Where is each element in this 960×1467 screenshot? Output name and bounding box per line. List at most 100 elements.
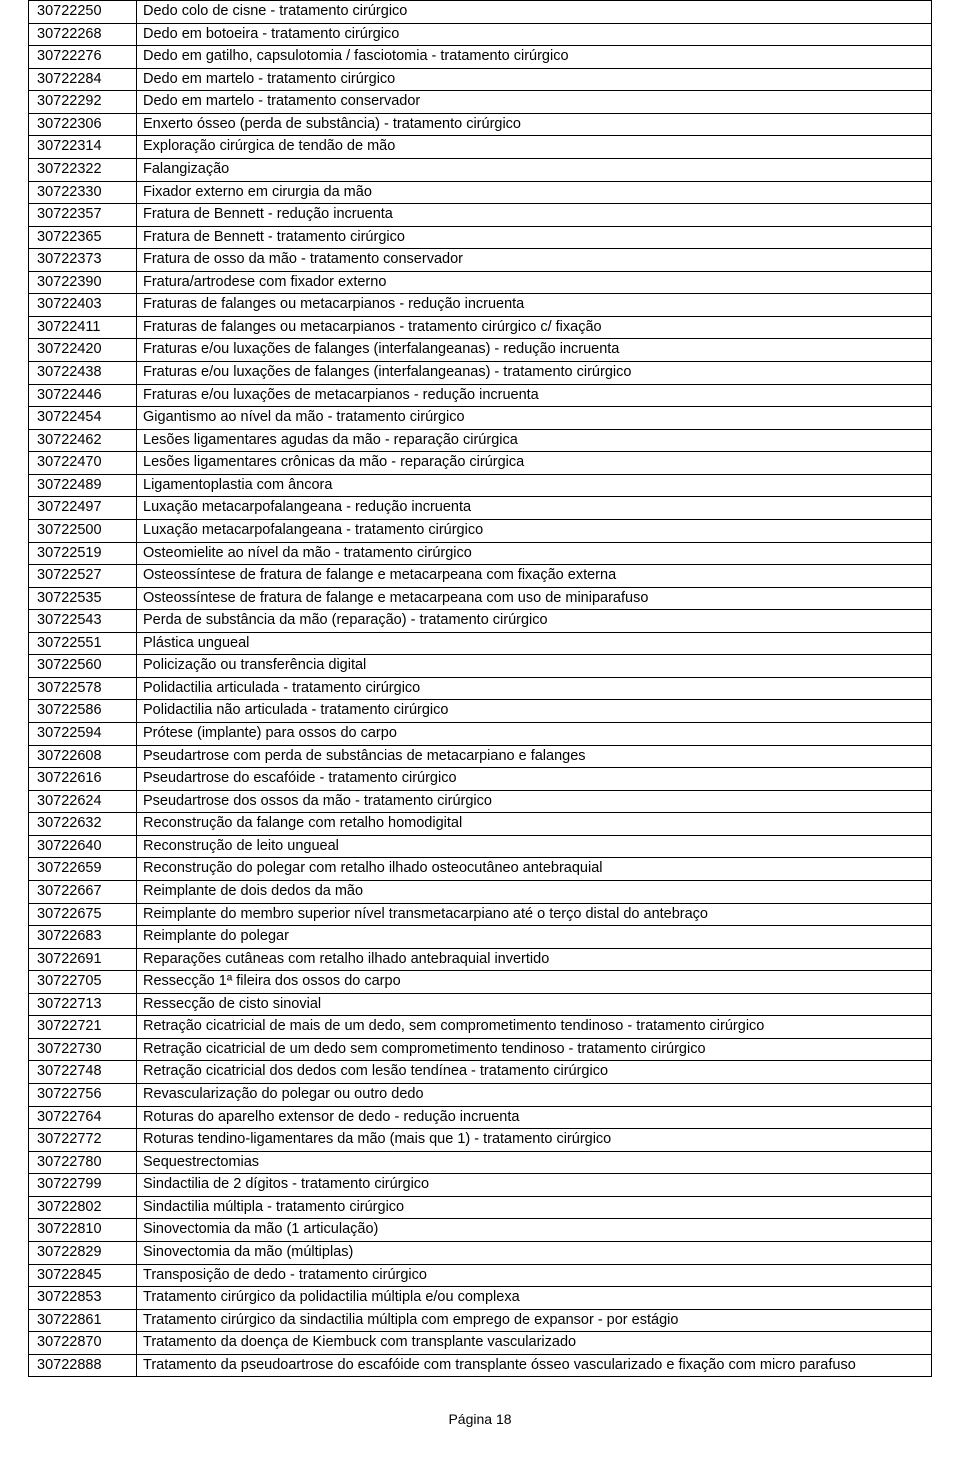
procedure-code: 30722527 bbox=[29, 565, 137, 588]
procedure-code: 30722667 bbox=[29, 880, 137, 903]
table-row: 30722802Sindactilia múltipla - tratament… bbox=[29, 1196, 932, 1219]
procedure-description: Reconstrução da falange com retalho homo… bbox=[137, 813, 932, 836]
table-row: 30722284Dedo em martelo - tratamento cir… bbox=[29, 68, 932, 91]
procedure-code: 30722853 bbox=[29, 1287, 137, 1310]
procedure-description: Osteossíntese de fratura de falange e me… bbox=[137, 587, 932, 610]
procedure-code: 30722780 bbox=[29, 1151, 137, 1174]
procedure-description: Dedo em botoeira - tratamento cirúrgico bbox=[137, 23, 932, 46]
procedure-code: 30722721 bbox=[29, 1016, 137, 1039]
procedure-description: Pseudartrose dos ossos da mão - tratamen… bbox=[137, 790, 932, 813]
procedure-code: 30722462 bbox=[29, 429, 137, 452]
page: 30722250Dedo colo de cisne - tratamento … bbox=[0, 0, 960, 1467]
table-row: 30722616Pseudartrose do escafóide - trat… bbox=[29, 768, 932, 791]
procedure-code: 30722543 bbox=[29, 610, 137, 633]
procedure-description: Policização ou transferência digital bbox=[137, 655, 932, 678]
procedure-description: Transposição de dedo - tratamento cirúrg… bbox=[137, 1264, 932, 1287]
procedure-code: 30722276 bbox=[29, 46, 137, 69]
procedure-code: 30722713 bbox=[29, 993, 137, 1016]
procedure-description: Fratura de Bennett - tratamento cirúrgic… bbox=[137, 226, 932, 249]
table-row: 30722373Fratura de osso da mão - tratame… bbox=[29, 249, 932, 272]
page-footer: Página 18 bbox=[28, 1411, 932, 1427]
procedure-code: 30722810 bbox=[29, 1219, 137, 1242]
procedure-description: Prótese (implante) para ossos do carpo bbox=[137, 723, 932, 746]
procedure-description: Fraturas e/ou luxações de metacarpianos … bbox=[137, 384, 932, 407]
procedure-code: 30722632 bbox=[29, 813, 137, 836]
procedure-description: Fratura/artrodese com fixador externo bbox=[137, 271, 932, 294]
procedure-description: Reconstrução de leito ungueal bbox=[137, 835, 932, 858]
procedure-description: Osteomielite ao nível da mão - tratament… bbox=[137, 542, 932, 565]
procedure-description: Lesões ligamentares crônicas da mão - re… bbox=[137, 452, 932, 475]
procedure-code: 30722802 bbox=[29, 1196, 137, 1219]
table-row: 30722764Roturas do aparelho extensor de … bbox=[29, 1106, 932, 1129]
procedure-code: 30722756 bbox=[29, 1084, 137, 1107]
procedure-code: 30722519 bbox=[29, 542, 137, 565]
procedure-description: Reconstrução do polegar com retalho ilha… bbox=[137, 858, 932, 881]
table-row: 30722748Retração cicatricial dos dedos c… bbox=[29, 1061, 932, 1084]
procedure-code: 30722888 bbox=[29, 1354, 137, 1377]
procedure-description: Sindactilia múltipla - tratamento cirúrg… bbox=[137, 1196, 932, 1219]
table-row: 30722470Lesões ligamentares crônicas da … bbox=[29, 452, 932, 475]
table-row: 30722497Luxação metacarpofalangeana - re… bbox=[29, 497, 932, 520]
procedure-description: Dedo em martelo - tratamento cirúrgico bbox=[137, 68, 932, 91]
table-row: 30722276Dedo em gatilho, capsulotomia / … bbox=[29, 46, 932, 69]
procedure-code: 30722411 bbox=[29, 316, 137, 339]
procedure-code: 30722535 bbox=[29, 587, 137, 610]
procedure-description: Reimplante do membro superior nível tran… bbox=[137, 903, 932, 926]
procedure-code: 30722489 bbox=[29, 474, 137, 497]
procedure-description: Reimplante de dois dedos da mão bbox=[137, 880, 932, 903]
procedure-code: 30722829 bbox=[29, 1241, 137, 1264]
procedure-description: Dedo em gatilho, capsulotomia / fascioto… bbox=[137, 46, 932, 69]
table-row: 30722705Ressecção 1ª fileira dos ossos d… bbox=[29, 971, 932, 994]
procedure-description: Fraturas e/ou luxações de falanges (inte… bbox=[137, 339, 932, 362]
table-row: 30722659Reconstrução do polegar com reta… bbox=[29, 858, 932, 881]
table-row: 30722780Sequestrectomias bbox=[29, 1151, 932, 1174]
table-row: 30722390Fratura/artrodese com fixador ex… bbox=[29, 271, 932, 294]
table-row: 30722365Fratura de Bennett - tratamento … bbox=[29, 226, 932, 249]
procedure-description: Enxerto ósseo (perda de substância) - tr… bbox=[137, 113, 932, 136]
procedure-description: Luxação metacarpofalangeana - tratamento… bbox=[137, 519, 932, 542]
procedure-code: 30722845 bbox=[29, 1264, 137, 1287]
procedures-tbody: 30722250Dedo colo de cisne - tratamento … bbox=[29, 1, 932, 1377]
procedure-description: Exploração cirúrgica de tendão de mão bbox=[137, 136, 932, 159]
procedure-description: Polidactilia não articulada - tratamento… bbox=[137, 700, 932, 723]
procedure-code: 30722594 bbox=[29, 723, 137, 746]
table-row: 30722489Ligamentoplastia com âncora bbox=[29, 474, 932, 497]
procedure-code: 30722691 bbox=[29, 948, 137, 971]
table-row: 30722543Perda de substância da mão (repa… bbox=[29, 610, 932, 633]
procedure-code: 30722292 bbox=[29, 91, 137, 114]
procedure-code: 30722365 bbox=[29, 226, 137, 249]
procedure-code: 30722454 bbox=[29, 407, 137, 430]
procedure-description: Dedo em martelo - tratamento conservador bbox=[137, 91, 932, 114]
table-row: 30722403Fraturas de falanges ou metacarp… bbox=[29, 294, 932, 317]
procedure-code: 30722420 bbox=[29, 339, 137, 362]
procedure-description: Fixador externo em cirurgia da mão bbox=[137, 181, 932, 204]
procedure-description: Sinovectomia da mão (1 articulação) bbox=[137, 1219, 932, 1242]
procedure-description: Fratura de Bennett - redução incruenta bbox=[137, 204, 932, 227]
procedure-description: Tratamento da pseudoartrose do escafóide… bbox=[137, 1354, 932, 1377]
table-row: 30722411Fraturas de falanges ou metacarp… bbox=[29, 316, 932, 339]
table-row: 30722594Prótese (implante) para ossos do… bbox=[29, 723, 932, 746]
procedure-code: 30722861 bbox=[29, 1309, 137, 1332]
procedure-description: Retração cicatricial de um dedo sem comp… bbox=[137, 1038, 932, 1061]
table-row: 30722519Osteomielite ao nível da mão - t… bbox=[29, 542, 932, 565]
procedure-description: Ressecção 1ª fileira dos ossos do carpo bbox=[137, 971, 932, 994]
procedure-code: 30722675 bbox=[29, 903, 137, 926]
procedure-code: 30722470 bbox=[29, 452, 137, 475]
procedure-description: Dedo colo de cisne - tratamento cirúrgic… bbox=[137, 1, 932, 24]
procedure-description: Plástica ungueal bbox=[137, 632, 932, 655]
procedure-code: 30722730 bbox=[29, 1038, 137, 1061]
procedure-description: Luxação metacarpofalangeana - redução in… bbox=[137, 497, 932, 520]
table-row: 30722608Pseudartrose com perda de substâ… bbox=[29, 745, 932, 768]
procedure-description: Gigantismo ao nível da mão - tratamento … bbox=[137, 407, 932, 430]
procedure-code: 30722357 bbox=[29, 204, 137, 227]
table-row: 30722446Fraturas e/ou luxações de metaca… bbox=[29, 384, 932, 407]
table-row: 30722462Lesões ligamentares agudas da mã… bbox=[29, 429, 932, 452]
table-row: 30722829Sinovectomia da mão (múltiplas) bbox=[29, 1241, 932, 1264]
procedure-description: Fraturas de falanges ou metacarpianos - … bbox=[137, 294, 932, 317]
procedure-description: Revascularização do polegar ou outro ded… bbox=[137, 1084, 932, 1107]
table-row: 30722772Roturas tendino-ligamentares da … bbox=[29, 1129, 932, 1152]
table-row: 30722640Reconstrução de leito ungueal bbox=[29, 835, 932, 858]
procedure-code: 30722683 bbox=[29, 926, 137, 949]
procedure-description: Sindactilia de 2 dígitos - tratamento ci… bbox=[137, 1174, 932, 1197]
table-row: 30722810Sinovectomia da mão (1 articulaç… bbox=[29, 1219, 932, 1242]
